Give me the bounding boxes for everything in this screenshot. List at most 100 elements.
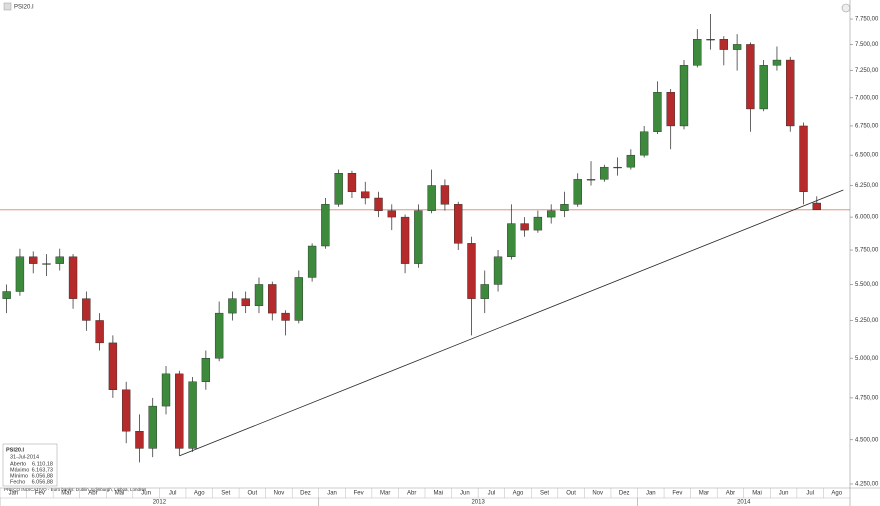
- candle-body: [268, 284, 277, 314]
- candle-body: [15, 256, 25, 292]
- info-symbol: PSI20.I: [6, 447, 25, 453]
- x-tick-label: Ago: [831, 491, 842, 497]
- candle-body: [467, 243, 476, 299]
- candle-body: [321, 204, 330, 247]
- info-label: Aberto: [10, 461, 26, 467]
- candle-body: [55, 256, 64, 264]
- candle-body: [175, 373, 184, 449]
- candle-body: [414, 210, 423, 264]
- candle-body: [600, 166, 609, 180]
- x-tick-label: Jan: [327, 491, 337, 497]
- candle-body: [82, 298, 91, 321]
- settings-button[interactable]: [841, 3, 851, 13]
- x-tick-label: Set: [221, 491, 230, 497]
- candle-body: [108, 342, 118, 391]
- candle-body: [786, 59, 795, 127]
- candle-body: [666, 92, 675, 127]
- x-tick-label: Jan: [646, 491, 656, 497]
- candle-body: [95, 320, 104, 344]
- candle-body: [121, 389, 131, 432]
- y-tick-label: 7.500,00: [855, 42, 879, 48]
- info-label: Máximo: [10, 467, 29, 473]
- y-tick-label: 6.750,00: [855, 124, 879, 130]
- x-tick-label: Ago: [194, 491, 205, 497]
- info-value: 6.110,18: [32, 461, 53, 467]
- candle-body: [2, 291, 11, 299]
- x-tick-label: Abr: [88, 491, 97, 497]
- x-tick-label: Out: [248, 491, 258, 497]
- trendline: [179, 189, 844, 457]
- candle-body: [307, 245, 317, 278]
- x-tick-label: Mai: [115, 491, 125, 497]
- candle-body: [573, 179, 582, 205]
- info-frame: [2, 443, 58, 487]
- x-tick-label: Jun: [141, 491, 151, 497]
- candle-body: [613, 166, 622, 169]
- candle-body: [679, 65, 689, 127]
- candle-body: [533, 216, 543, 231]
- candle-body: [361, 191, 370, 199]
- candle-body: [560, 204, 569, 211]
- candle-body: [214, 312, 224, 359]
- y-tick-label: 6.000,00: [855, 215, 879, 221]
- candle-body: [374, 197, 383, 211]
- y-tick-label: 7.000,00: [855, 95, 879, 101]
- y-tick-label: 5.250,00: [855, 318, 879, 324]
- x-tick-label: Mai: [752, 491, 762, 497]
- candle-body: [228, 298, 237, 314]
- info-value: 6.056,88: [32, 479, 53, 485]
- candle-body: [254, 284, 264, 307]
- chart-title: PSI20.I: [14, 5, 34, 11]
- candle-body: [294, 277, 304, 321]
- x-tick-label: Dez: [619, 491, 630, 497]
- x-tick-label: Jan: [8, 491, 18, 497]
- x-tick-label: Mai: [433, 491, 443, 497]
- candle-body: [732, 44, 742, 50]
- x-tick-label: Set: [540, 491, 549, 497]
- candle-body: [759, 65, 768, 110]
- year-label: 2012: [153, 500, 167, 506]
- x-tick-label: Mar: [61, 491, 71, 497]
- candle-body: [68, 256, 78, 299]
- info-value: 6.056,88: [32, 473, 53, 479]
- candle-body: [693, 39, 702, 66]
- candle-body: [387, 210, 396, 218]
- candle-body: [29, 256, 38, 264]
- x-tick-label: Jul: [806, 491, 814, 497]
- candle-body: [201, 358, 211, 382]
- info-label: Fecho: [10, 479, 25, 485]
- candle-body: [161, 373, 171, 407]
- y-tick-label: 5.000,00: [855, 356, 879, 362]
- candle-body: [507, 223, 516, 258]
- candle-body: [639, 131, 649, 156]
- year-label: 2014: [737, 500, 751, 506]
- x-tick-label: Jul: [488, 491, 496, 497]
- x-tick-label: Dez: [300, 491, 311, 497]
- y-tick-label: 4.750,00: [855, 395, 879, 401]
- candle-body: [241, 298, 250, 307]
- info-value: 6.163,73: [32, 467, 53, 473]
- y-tick-label: 6.500,00: [855, 153, 879, 159]
- info-box: PSI20.I 31-Jul-2014 Aberto 6.110,18Máximo…: [2, 443, 58, 487]
- footnote: PREÇO INDICATIVO - Euro banks: Dublin, E…: [4, 487, 147, 492]
- info-label: Mínimo: [10, 473, 28, 479]
- candle-body: [812, 202, 821, 211]
- x-tick-label: Out: [566, 491, 576, 497]
- x-tick-label: Jun: [460, 491, 470, 497]
- candle-body: [653, 92, 662, 132]
- candle-body: [281, 312, 290, 321]
- x-tick-label: Jul: [169, 491, 177, 497]
- candle-body: [493, 256, 503, 285]
- symbol-icon: [3, 2, 12, 11]
- x-tick-label: Mar: [699, 491, 709, 497]
- info-date: 31-Jul-2014: [10, 454, 39, 460]
- x-tick-label: Mar: [380, 491, 390, 497]
- candle-body: [347, 173, 357, 192]
- y-tick-label: 7.250,00: [855, 68, 879, 74]
- y-tick-label: 5.500,00: [855, 282, 879, 288]
- candle-body: [719, 39, 729, 50]
- y-tick-label: 7.750,00: [855, 17, 879, 23]
- candle-body: [440, 185, 450, 205]
